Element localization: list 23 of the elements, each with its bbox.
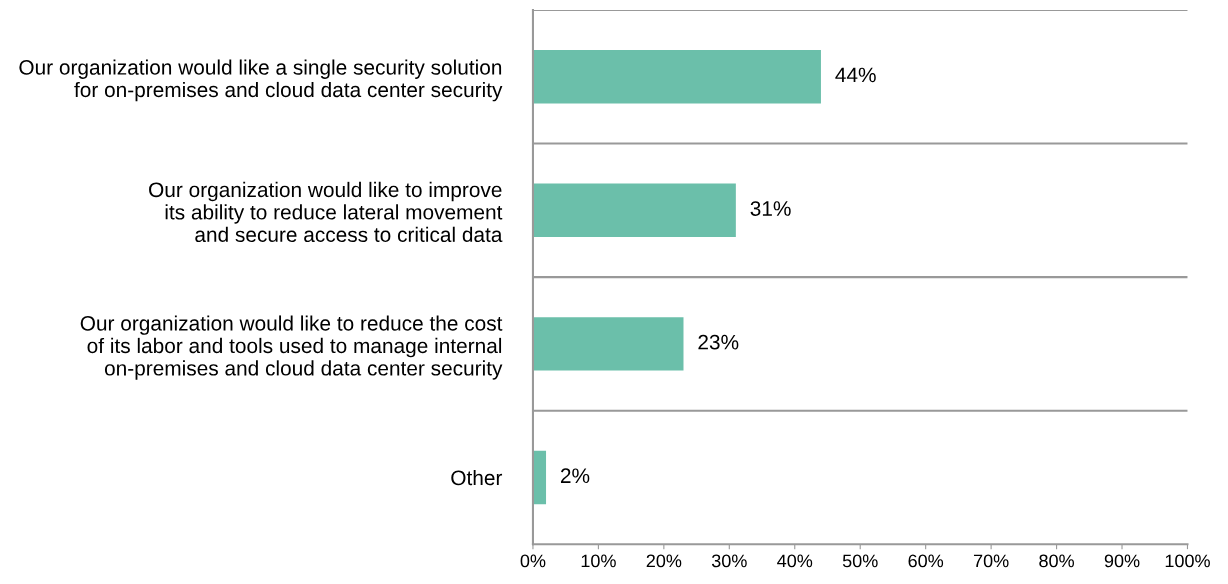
data-label: 2% bbox=[560, 468, 590, 483]
x-tick-label: 100% bbox=[1165, 554, 1210, 568]
x-tick-label: 40% bbox=[777, 554, 813, 568]
data-label: 44% bbox=[835, 67, 876, 83]
x-tick-label: 90% bbox=[1104, 554, 1140, 568]
x-tick-label: 0% bbox=[520, 554, 546, 568]
y-tick-label: Our organization would like to reduce the cost of its labor and tools used to manage internal on-premises and cloud data center security bbox=[80, 315, 503, 380]
bar bbox=[532, 50, 821, 104]
x-tick-label: 70% bbox=[973, 554, 1009, 568]
y-tick-label: Our organization would like to improve its ability to reduce lateral movement and secure access to critical data bbox=[149, 181, 503, 243]
bar bbox=[532, 450, 547, 505]
x-tick-label: 60% bbox=[908, 554, 944, 568]
y-tick-label: Other bbox=[451, 469, 503, 486]
data-label: 31% bbox=[750, 201, 791, 216]
x-tick-label: 30% bbox=[711, 554, 747, 568]
bar bbox=[532, 183, 736, 238]
x-tick-label: 20% bbox=[646, 554, 682, 568]
x-tick-label: 50% bbox=[842, 554, 878, 568]
x-tick-label: 10% bbox=[581, 554, 616, 568]
data-label: 23% bbox=[698, 334, 739, 350]
x-tick-label: 80% bbox=[1039, 554, 1074, 568]
bar bbox=[532, 317, 684, 371]
y-tick-label: Our organization would like a single security solution for on-premises and cloud data center security bbox=[19, 59, 503, 102]
